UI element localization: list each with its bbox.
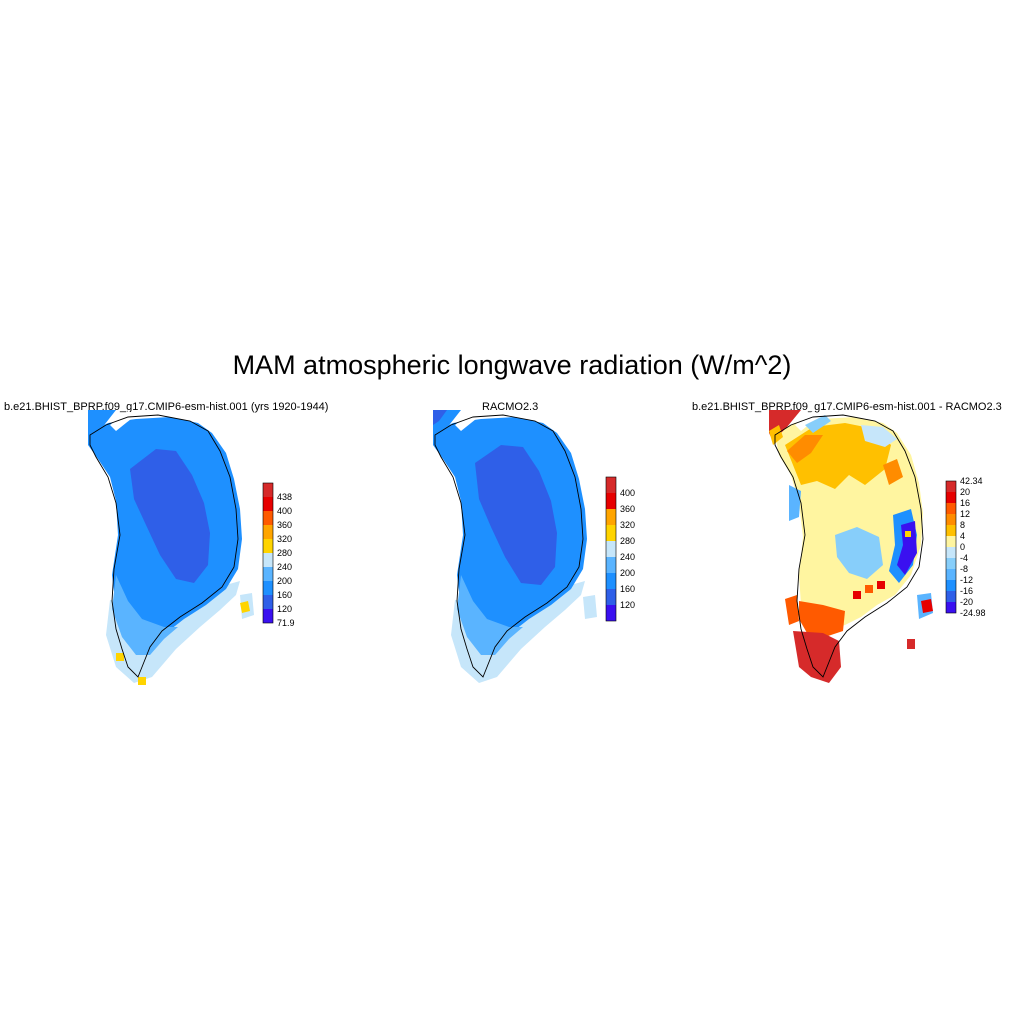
colorbar-box (263, 581, 273, 595)
colorbar-frame (605, 476, 617, 622)
colorbar-box (946, 481, 956, 492)
colorbar-label: 12 (960, 509, 970, 519)
colorbar-label: -4 (960, 553, 968, 563)
colorbar: 438 400 360 320 280 240 200 160 120 71.9 (262, 482, 295, 628)
colorbar-label: 8 (960, 520, 965, 530)
colorbar-label: 120 (277, 604, 292, 614)
colorbar-box (606, 573, 616, 589)
colorbar-label: -24.98 (960, 608, 986, 618)
colorbar-box (263, 483, 273, 497)
colorbar-box (263, 539, 273, 553)
colorbar-label: 240 (620, 552, 635, 562)
panel-1-map: 438 400 360 320 280 240 200 160 120 71.9 (88, 410, 295, 685)
colorbar-box (946, 580, 956, 591)
colorbar-label: 160 (277, 590, 292, 600)
colorbar-box (946, 547, 956, 558)
colorbar-label: 400 (277, 506, 292, 516)
colorbar-label: 360 (277, 520, 292, 530)
colorbar-label: -12 (960, 575, 973, 585)
colorbar-box (263, 511, 273, 525)
colorbar-label: 42.34 (960, 476, 983, 486)
colorbar-box (946, 492, 956, 503)
colorbar-label: -20 (960, 597, 973, 607)
colorbar-label: 4 (960, 531, 965, 541)
colorbar-label: 200 (277, 576, 292, 586)
colorbar-label: 320 (277, 534, 292, 544)
colorbar-box (946, 503, 956, 514)
colorbar-box (606, 525, 616, 541)
colorbar-box (946, 514, 956, 525)
colorbar-label: 120 (620, 600, 635, 610)
colorbar-box (606, 541, 616, 557)
colorbar-label: 400 (620, 488, 635, 498)
coastline (89, 414, 239, 678)
colorbar-box (946, 536, 956, 547)
panel-2-title: RACMO2.3 (482, 401, 539, 413)
colorbar-box (946, 602, 956, 613)
panel-1-title: b.e21.BHIST_BPRP.f09_g17.CMIP6-esm-hist.… (4, 401, 329, 413)
colorbar-box (606, 605, 616, 621)
coastline (774, 414, 924, 678)
colorbar-box (606, 509, 616, 525)
colorbar: 400 360 320 280 240 200 160 120 (605, 476, 635, 622)
colorbar-label: 200 (620, 568, 635, 578)
colorbar-frame (262, 482, 274, 624)
colorbar-label: 20 (960, 487, 970, 497)
colorbar-label: -8 (960, 564, 968, 574)
colorbar-box (263, 553, 273, 567)
colorbar-box (263, 525, 273, 539)
coastline (434, 414, 584, 678)
map-field (88, 410, 254, 685)
colorbar-box (946, 591, 956, 602)
colorbar-label: 320 (620, 520, 635, 530)
colorbar-label: 16 (960, 498, 970, 508)
colorbar-label: -16 (960, 586, 973, 596)
panel-2-map: 400 360 320 280 240 200 160 120 (433, 410, 635, 683)
colorbar-box (946, 569, 956, 580)
colorbar-box (263, 595, 273, 609)
colorbar-box (606, 589, 616, 605)
colorbar-label: 280 (620, 536, 635, 546)
colorbar-box (263, 609, 273, 623)
colorbar-label: 0 (960, 542, 965, 552)
colorbar-label: 280 (277, 548, 292, 558)
colorbar-box (263, 567, 273, 581)
colorbar-frame (945, 480, 957, 614)
figure-title: MAM atmospheric longwave radiation (W/m^… (232, 350, 792, 380)
colorbar-box (946, 558, 956, 569)
colorbar-label: 71.9 (277, 618, 295, 628)
colorbar-label: 360 (620, 504, 635, 514)
map-field (433, 410, 597, 683)
colorbar-box (606, 477, 616, 493)
colorbar-box (606, 557, 616, 573)
colorbar-label: 240 (277, 562, 292, 572)
colorbar-label: 438 (277, 492, 292, 502)
colorbar-box (606, 493, 616, 509)
map-field (769, 410, 933, 683)
colorbar-box (946, 525, 956, 536)
colorbar-label: 160 (620, 584, 635, 594)
colorbar-box (263, 497, 273, 511)
